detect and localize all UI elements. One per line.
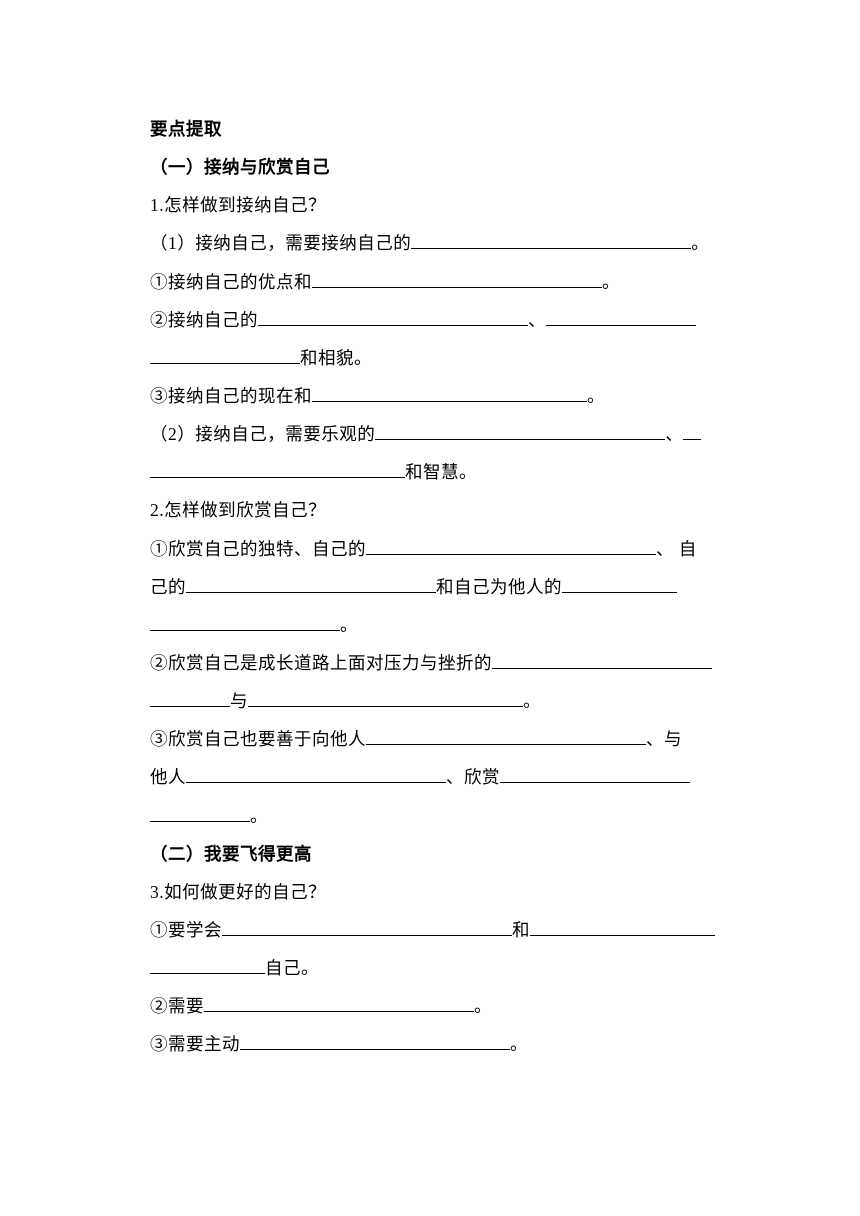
- text-fragment: 。: [602, 272, 620, 292]
- q3-s1-line1: ①要学会 和: [150, 911, 730, 949]
- text-fragment: 、: [528, 310, 546, 330]
- q3-s2: ②需要 。: [150, 987, 730, 1025]
- blank-field[interactable]: [375, 423, 665, 441]
- text-fragment: ①要学会: [150, 920, 222, 940]
- q2-s2-line1: ②欣赏自己是成长道路上面对压力与挫折的: [150, 644, 730, 682]
- text-fragment: 自己。: [265, 958, 319, 978]
- text-fragment: 与: [230, 691, 248, 711]
- text-fragment: （1）接纳自己，需要接纳自己的: [150, 233, 411, 253]
- q1-p2-line2: 和智慧。: [150, 453, 730, 491]
- text-fragment: ②需要: [150, 996, 204, 1016]
- blank-field[interactable]: [150, 804, 250, 822]
- text-fragment: 。: [340, 615, 358, 635]
- text-fragment: ②欣赏自己是成长道路上面对压力与挫折的: [150, 653, 492, 673]
- text-fragment: ②接纳自己的: [150, 310, 258, 330]
- text-fragment: 。: [250, 806, 268, 826]
- text-fragment: ①欣赏自己的独特、自己的: [150, 539, 366, 559]
- text-fragment: 他人: [150, 767, 186, 787]
- q1-s2-line2: 和相貌。: [150, 339, 730, 377]
- q3-title: 3.如何做更好的自己？: [150, 873, 730, 911]
- text-fragment: 己的: [150, 577, 186, 597]
- q1-p2-line1: （2）接纳自己，需要乐观的 、: [150, 415, 730, 453]
- blank-field[interactable]: [186, 766, 446, 784]
- text-fragment: 。: [523, 691, 541, 711]
- blank-field[interactable]: [150, 346, 300, 364]
- text-fragment: 和智慧。: [405, 462, 477, 482]
- blank-field[interactable]: [186, 575, 436, 593]
- text-fragment: 、欣赏: [446, 767, 500, 787]
- section-b-heading: （二）我要飞得更高: [150, 835, 730, 873]
- text-fragment: 。: [510, 1034, 528, 1054]
- text-fragment: 、 自: [656, 539, 697, 559]
- text-fragment: 和: [512, 920, 530, 940]
- text-fragment: 。: [587, 386, 605, 406]
- blank-field[interactable]: [492, 651, 712, 669]
- blank-field[interactable]: [546, 308, 696, 326]
- text-fragment: （2）接纳自己，需要乐观的: [150, 424, 375, 444]
- q2-title: 2.怎样做到欣赏自己？: [150, 491, 730, 529]
- section-a-heading: （一）接纳与欣赏自己: [150, 148, 730, 186]
- text-fragment: ③需要主动: [150, 1034, 240, 1054]
- blank-field[interactable]: [204, 995, 474, 1013]
- text-fragment: ①接纳自己的优点和: [150, 272, 312, 292]
- blank-field[interactable]: [150, 957, 265, 975]
- text-fragment: ③欣赏自己也要善于向他人: [150, 729, 366, 749]
- text-fragment: 和相貌。: [300, 348, 372, 368]
- blank-field[interactable]: [366, 537, 656, 555]
- blank-field[interactable]: [312, 384, 587, 402]
- blank-field[interactable]: [150, 690, 230, 708]
- blank-field[interactable]: [530, 918, 715, 936]
- blank-field[interactable]: [500, 766, 690, 784]
- text-fragment: 。: [691, 233, 709, 253]
- blank-field[interactable]: [562, 575, 677, 593]
- q2-s3-line2: 他人 、欣赏: [150, 758, 730, 796]
- q2-s1-line3: 。: [150, 606, 730, 644]
- q1-title: 1.怎样做到接纳自己？: [150, 186, 730, 224]
- q2-s2-line2: 与。: [150, 682, 730, 720]
- blank-field[interactable]: [411, 232, 691, 250]
- blank-field[interactable]: [222, 918, 512, 936]
- blank-field[interactable]: [366, 728, 646, 746]
- q1-s2-line1: ②接纳自己的 、: [150, 301, 730, 339]
- blank-field[interactable]: [258, 308, 528, 326]
- blank-field[interactable]: [150, 461, 405, 479]
- blank-field[interactable]: [150, 613, 340, 631]
- q1-s1: ①接纳自己的优点和 。: [150, 263, 730, 301]
- text-fragment: 。: [474, 996, 492, 1016]
- q2-s3-line3: 。: [150, 797, 730, 835]
- q2-s3-line1: ③欣赏自己也要善于向他人 、与: [150, 720, 730, 758]
- text-fragment: 和自己为他人的: [436, 577, 562, 597]
- blank-field[interactable]: [240, 1033, 510, 1051]
- text-fragment: ③接纳自己的现在和: [150, 386, 312, 406]
- blank-field[interactable]: [683, 423, 701, 441]
- q1-p1: （1）接纳自己，需要接纳自己的 。: [150, 224, 730, 262]
- worksheet-content: 要点提取 （一）接纳与欣赏自己 1.怎样做到接纳自己？ （1）接纳自己，需要接纳…: [150, 110, 730, 1064]
- text-fragment: 、与: [646, 729, 682, 749]
- q3-s3: ③需要主动 。: [150, 1025, 730, 1063]
- text-fragment: 、: [665, 424, 683, 444]
- q3-s1-line2: 自己。: [150, 949, 730, 987]
- q1-s3: ③接纳自己的现在和 。: [150, 377, 730, 415]
- q2-s1-line1: ①欣赏自己的独特、自己的 、 自: [150, 530, 730, 568]
- q2-s1-line2: 己的 和自己为他人的: [150, 568, 730, 606]
- blank-field[interactable]: [248, 690, 523, 708]
- title: 要点提取: [150, 110, 730, 148]
- blank-field[interactable]: [312, 270, 602, 288]
